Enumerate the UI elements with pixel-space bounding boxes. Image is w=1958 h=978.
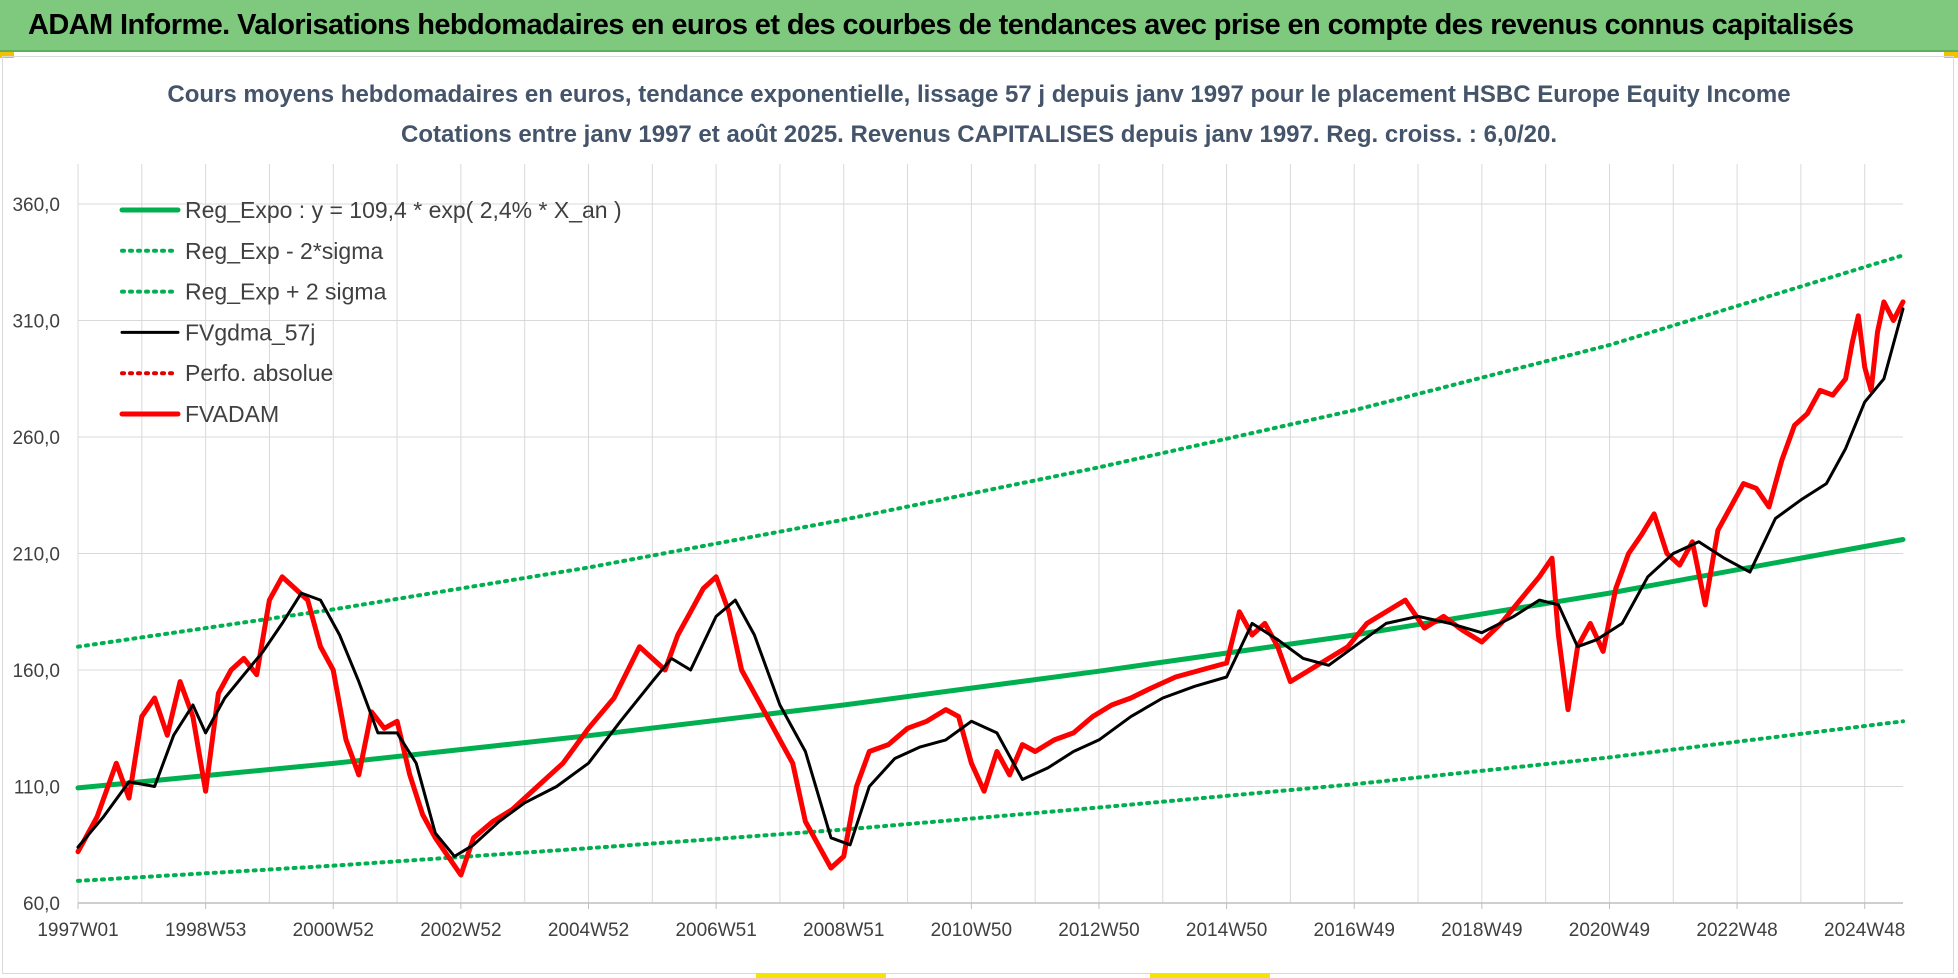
grid-layer: [77, 164, 1903, 904]
banner-title: ADAM Informe. Valorisations hebdomadaire…: [28, 9, 1854, 41]
corner-accent-right: [1944, 52, 1958, 58]
y-tick-label: 210,0: [12, 545, 60, 566]
y-tick-label: 60,0: [23, 894, 60, 915]
y-tick-label: 360,0: [12, 195, 60, 216]
legend-label: Perfo. absolue: [185, 360, 333, 386]
x-tick-label: 2004W52: [548, 920, 629, 941]
x-tick-label: 2022W48: [1696, 920, 1777, 941]
series-line-fvgdma-57j: [76, 307, 1905, 858]
bottom-accent-left: [756, 973, 886, 978]
x-tick-label: 2008W51: [803, 920, 884, 941]
x-tick-label: 2002W52: [420, 920, 501, 941]
y-tick-label: 260,0: [12, 428, 60, 449]
y-tick-label: 160,0: [12, 661, 60, 682]
x-tick-label: 1997W01: [37, 920, 118, 941]
x-tick-label: 2018W49: [1441, 920, 1522, 941]
chart-frame: [2, 56, 1954, 974]
series-layer: [75, 253, 1906, 883]
series-line-reg-exp-2-sigma: [76, 253, 1905, 649]
x-tick-label: 2012W50: [1058, 920, 1139, 941]
legend-label: Reg_Expo : y = 109,4 * exp( 2,4% * X_an …: [185, 197, 622, 223]
bottom-accent-right: [1150, 973, 1270, 978]
series-line-reg-exp-2-sigma: [76, 719, 1905, 883]
chart-subtitle: Cotations entre janv 1997 et août 2025. …: [401, 121, 1557, 148]
chart-title: Cours moyens hebdomadaires en euros, ten…: [167, 81, 1790, 108]
legend-label: Reg_Exp + 2 sigma: [185, 279, 387, 305]
corner-accent-left: [0, 52, 14, 58]
series-line-reg-expo-y-109-4-exp-2-4-x-an: [75, 537, 1906, 791]
y-axis: 60,0 110,0 160,0 210,0 260,0 310,0 360,0: [12, 195, 60, 915]
x-tick-label: 2014W50: [1186, 920, 1267, 941]
report-banner: ADAM Informe. Valorisations hebdomadaire…: [0, 0, 1958, 52]
x-tick-label: 2016W49: [1314, 920, 1395, 941]
x-tick-label: 2000W52: [293, 920, 374, 941]
legend: Reg_Expo : y = 109,4 * exp( 2,4% * X_an …: [119, 197, 622, 427]
series-line-fvadam: [75, 299, 1906, 878]
y-tick-label: 310,0: [12, 312, 60, 333]
x-axis: 1997W01 1998W53 2000W52 2002W52 2004W52 2006W…: [37, 902, 1905, 941]
y-tick-label: 110,0: [14, 778, 60, 799]
x-tick-label: 2024W48: [1824, 920, 1905, 941]
x-tick-label: 2006W51: [675, 920, 756, 941]
legend-label: Reg_Exp - 2*sigma: [185, 238, 383, 264]
legend-label: FVgdma_57j: [185, 319, 315, 345]
x-tick-label: 2020W49: [1569, 920, 1650, 941]
legend-label: FVADAM: [185, 401, 279, 427]
x-tick-label: 1998W53: [165, 920, 246, 941]
x-tick-label: 2010W50: [931, 920, 1012, 941]
